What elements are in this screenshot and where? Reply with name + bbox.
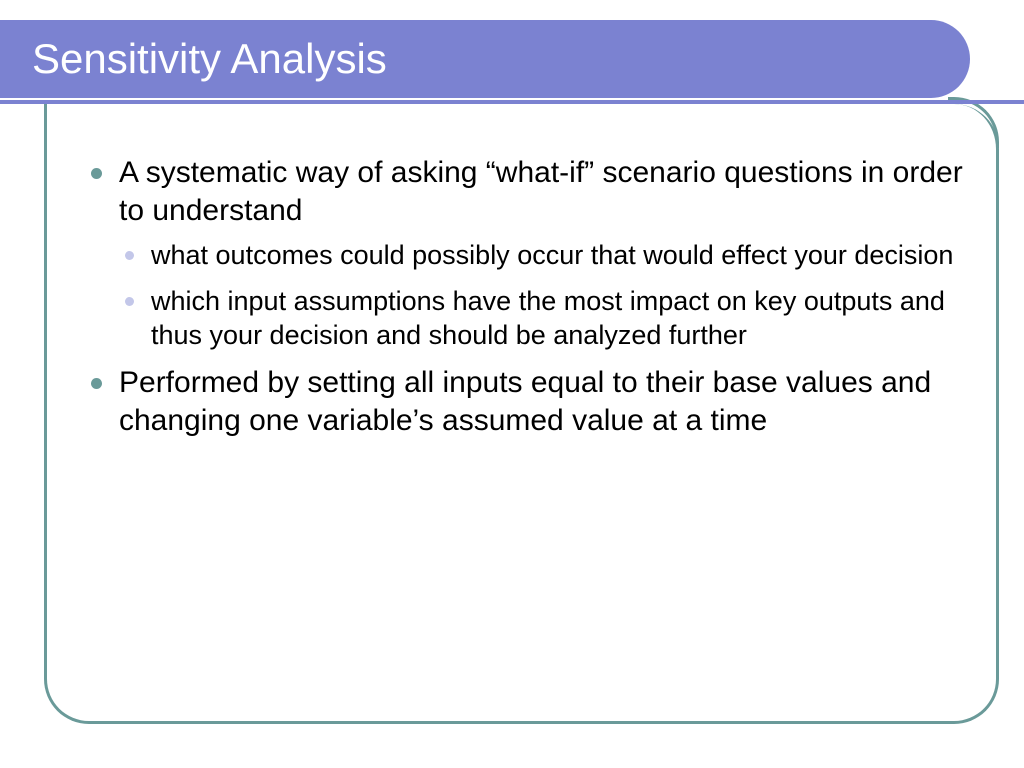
- title-underline: [0, 100, 1024, 104]
- bullet-text: Performed by setting all inputs equal to…: [119, 366, 931, 437]
- sub-bullet-item: what outcomes could possibly occur that …: [119, 239, 966, 273]
- sub-bullet-list: what outcomes could possibly occur that …: [119, 239, 966, 352]
- sub-bullet-text: what outcomes could possibly occur that …: [151, 240, 953, 270]
- bullet-text: A systematic way of asking “what-if” sce…: [119, 156, 963, 227]
- content-box: A systematic way of asking “what-if” sce…: [44, 104, 999, 724]
- bullet-item: Performed by setting all inputs equal to…: [87, 364, 966, 439]
- sub-bullet-text: which input assumptions have the most im…: [151, 286, 945, 350]
- bullet-item: A systematic way of asking “what-if” sce…: [87, 154, 966, 352]
- main-bullet-list: A systematic way of asking “what-if” sce…: [87, 154, 966, 439]
- sub-bullet-item: which input assumptions have the most im…: [119, 285, 966, 353]
- slide-title: Sensitivity Analysis: [32, 35, 387, 83]
- title-bar: Sensitivity Analysis: [0, 20, 970, 98]
